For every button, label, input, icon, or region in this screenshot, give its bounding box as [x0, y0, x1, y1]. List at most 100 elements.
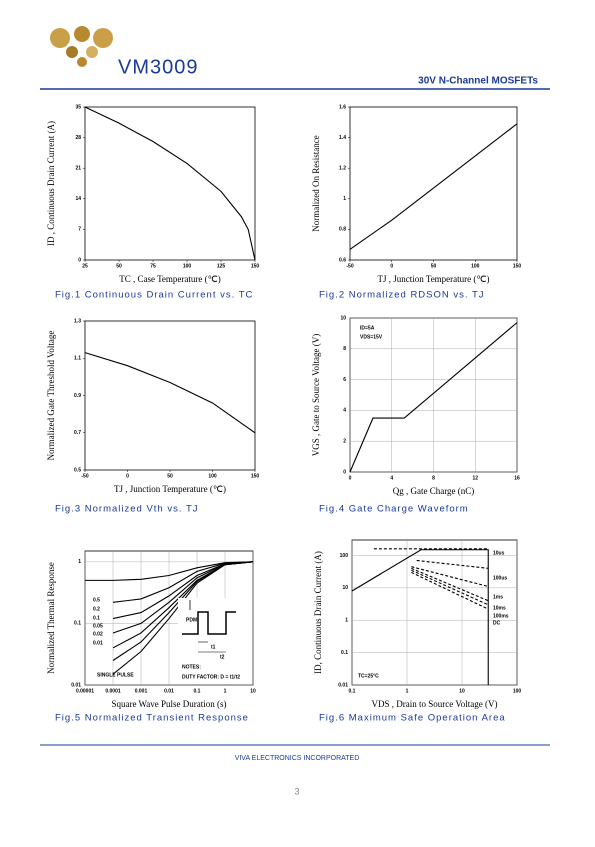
figure-caption: Fig.6 Maximum Safe Operation Area [319, 713, 506, 724]
y-tick-label: 21 [75, 166, 81, 172]
series-label: 100ms [493, 613, 509, 619]
chart: -50 0 50 100 150 0.6 0.8 1 1.2 1.4 1.6 TJ , Junctio… [311, 104, 521, 300]
series-line [411, 569, 489, 606]
x-tick-label: 0.1 [194, 688, 201, 694]
y-tick-label: 0.6 [339, 257, 346, 263]
chart: 25 50 75 100 125 150 0 7 14 21 28 35 TC , Case Tempe… [46, 104, 259, 300]
figure-caption: Fig.1 Continuous Drain Current vs. TC [55, 290, 253, 301]
y-tick-label: 100 [340, 553, 349, 559]
page-number: 3 [294, 786, 299, 796]
annotation: TC=25°C [358, 673, 379, 679]
y-tick-label: 28 [75, 135, 81, 141]
logo [50, 26, 113, 67]
y-tick-label: 0.01 [338, 682, 348, 688]
y-axis-label: Normalized Thermal Response [46, 562, 56, 674]
x-axis-label: VDS , Drain to Source Voltage (V) [372, 699, 498, 709]
series-line [416, 559, 489, 569]
y-tick-label: 0 [78, 257, 81, 263]
fig5-inset: PDM t1 t2 NOTES: DUTY FACTOR: D = t1/t2 [178, 598, 252, 684]
annotation: t1 [211, 644, 216, 650]
x-tick-label: 75 [150, 263, 156, 269]
footer-company: VIVA ELECTRONICS INCORPORATED [235, 755, 360, 762]
x-tick-label: 16 [514, 475, 520, 481]
x-tick-label: 0 [390, 263, 393, 269]
series-line [349, 123, 518, 250]
x-tick-label: 1 [224, 688, 227, 694]
series-label: 0.1 [93, 615, 100, 621]
series-line [411, 566, 489, 588]
chart: 0.00001 0.0001 0.001 0.01 0.1 1 10 0.01 0.1 1 0.5 0… [46, 550, 256, 724]
x-axis-label: Qg , Gate Charge (nC) [393, 486, 475, 496]
annotation: t2 [220, 654, 225, 660]
y-tick-label: 1.2 [339, 166, 346, 172]
x-tick-label: 0 [349, 475, 352, 481]
x-tick-label: -50 [346, 263, 353, 269]
series-line [84, 352, 256, 434]
x-tick-label: 50 [431, 263, 437, 269]
soa-boundary [351, 549, 489, 685]
x-tick-label: 12 [472, 475, 478, 481]
y-tick-label: 6 [343, 377, 346, 383]
x-tick-label: 50 [116, 263, 122, 269]
series-label: DC [493, 620, 501, 626]
plot-area [349, 106, 518, 261]
y-tick-label: 0.8 [339, 227, 346, 233]
x-tick-label: 1 [406, 688, 409, 694]
series-label: 100us [493, 575, 507, 581]
x-tick-label: 100 [513, 688, 522, 694]
y-tick-label: 0.7 [74, 430, 81, 436]
y-tick-label: 1.6 [339, 104, 346, 110]
y-tick-label: 0.1 [341, 650, 348, 656]
x-tick-label: 100 [183, 263, 192, 269]
figure-caption: Fig.4 Gate Charge Waveform [319, 504, 469, 515]
annotation: PDM [186, 617, 197, 623]
y-tick-label: 0.9 [74, 393, 81, 399]
y-axis-label: Normalized Gate Threshold Voltage [46, 331, 56, 461]
x-tick-label: 10 [250, 688, 256, 694]
x-tick-label: 10 [459, 688, 465, 694]
x-tick-label: 4 [390, 475, 393, 481]
figure-caption: Fig.2 Normalized RDSON vs. TJ [319, 290, 485, 301]
y-tick-label: 35 [75, 104, 81, 110]
y-tick-label: 1.3 [74, 318, 81, 324]
x-tick-label: 0.00001 [76, 688, 94, 694]
y-tick-label: 0 [343, 469, 346, 475]
series-label: 0.02 [93, 631, 103, 637]
x-tick-label: 150 [251, 263, 260, 269]
product-line: 30V N-Channel MOSFETs [418, 76, 538, 87]
series-label: 0.2 [93, 606, 100, 612]
y-axis-label: Normalized On Resistance [311, 135, 321, 231]
x-tick-label: 0.1 [349, 688, 356, 694]
x-tick-label: 150 [513, 263, 522, 269]
x-tick-label: 125 [217, 263, 226, 269]
y-tick-label: 1.4 [339, 135, 346, 141]
chart: -50 0 50 100 150 0.5 0.7 0.9 1.1 1.3 TJ , Junction… [46, 318, 259, 514]
series-label: 10ms [493, 605, 506, 611]
x-axis-label: TJ , Junction Temperature (℃) [377, 274, 489, 284]
y-tick-label: 1 [345, 618, 348, 624]
figure-caption: Fig.3 Normalized Vth vs. TJ [55, 504, 199, 515]
series-line [85, 561, 254, 581]
y-axis-label: ID , Continuous Drain Current (A) [46, 121, 56, 246]
series-label: 1ms [493, 594, 503, 600]
x-tick-label: 0.001 [135, 688, 148, 694]
x-tick-label: 100 [208, 473, 217, 479]
annotation: DUTY FACTOR: D = t1/t2 [182, 674, 240, 680]
annotation: ID=5A [360, 325, 375, 331]
series-line [411, 567, 489, 602]
y-tick-label: 1 [343, 196, 346, 202]
plot-area [84, 320, 256, 471]
series-label: 0.05 [93, 623, 103, 629]
series-line [411, 571, 489, 610]
series-label: 0.01 [93, 640, 103, 646]
y-tick-label: 2 [343, 439, 346, 445]
x-axis-label: Square Wave Pulse Duration (s) [111, 699, 226, 709]
y-tick-label: 10 [340, 315, 346, 321]
y-axis-label: ID, Continuous Drain Current (A) [313, 551, 323, 674]
x-tick-label: 0.0001 [105, 688, 121, 694]
chart: 0 4 8 12 16 0 2 4 6 8 10 ID=5A VDS=15V Qg , Gate Char… [311, 315, 520, 514]
y-tick-label: 0.1 [74, 621, 81, 627]
x-tick-label: 8 [432, 475, 435, 481]
x-tick-label: 50 [167, 473, 173, 479]
